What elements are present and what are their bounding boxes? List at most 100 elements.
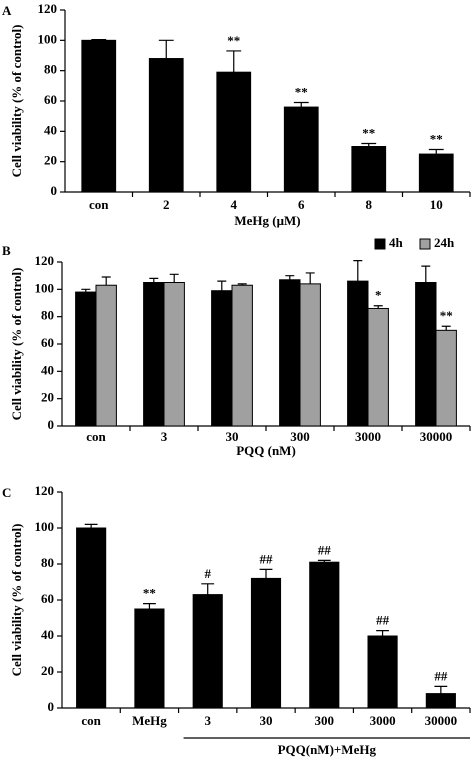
error-bar — [169, 273, 179, 283]
y-tick-label: 40 — [41, 627, 54, 642]
error-bar — [293, 101, 309, 108]
error-bar — [285, 275, 295, 280]
error-bar — [428, 148, 444, 155]
bar — [95, 284, 117, 427]
bar — [81, 39, 117, 193]
x-tick-label: con — [89, 197, 109, 212]
error-bar — [201, 583, 215, 595]
y-tick-label: 100 — [35, 280, 55, 295]
bar — [367, 307, 389, 427]
x-axis-label: PQQ (nM) — [236, 443, 296, 458]
x-tick-label: con — [86, 429, 106, 444]
error-bar — [361, 142, 377, 147]
bar — [415, 282, 437, 427]
x-tick-label: con — [81, 713, 101, 728]
y-tick-label: 100 — [35, 519, 55, 534]
bar — [347, 280, 369, 427]
error-bar — [305, 272, 315, 284]
x-tick-label: 6 — [298, 197, 305, 212]
y-axis-label: Cell viability (% of control) — [9, 25, 24, 178]
bar — [231, 284, 253, 427]
bar — [75, 291, 97, 427]
x-tick-label: 30000 — [420, 429, 453, 444]
panel-label: A — [2, 3, 12, 18]
bar — [192, 594, 223, 709]
y-tick-label: 20 — [41, 390, 54, 405]
y-tick-label: 80 — [44, 62, 57, 77]
x-tick-label: 10 — [430, 197, 443, 212]
y-tick-label: 20 — [41, 663, 54, 678]
bar — [309, 561, 340, 709]
y-axis-label: Cell viability (% of control) — [9, 524, 24, 677]
y-axis-label: Cell viability (% of control) — [9, 268, 24, 421]
bar — [216, 71, 252, 193]
x-tick-label: 30 — [260, 713, 273, 728]
legend-label: 4h — [389, 235, 404, 250]
significance-label: ** — [430, 132, 443, 147]
error-bar — [373, 305, 383, 309]
x-tick-label: MeHg — [132, 713, 167, 728]
error-bar — [81, 288, 91, 293]
y-tick-label: 0 — [48, 417, 55, 432]
significance-label: ## — [434, 668, 448, 683]
bar — [351, 146, 387, 193]
bar — [211, 290, 233, 427]
x-tick-label: 4 — [231, 197, 238, 212]
significance-label: ** — [440, 308, 453, 323]
significance-label: ## — [318, 542, 332, 557]
y-tick-label: 80 — [41, 308, 54, 323]
y-tick-label: 120 — [35, 253, 55, 268]
x-tick-label: 30 — [226, 429, 239, 444]
bar — [76, 527, 107, 709]
significance-label: ## — [260, 551, 274, 566]
bar — [134, 608, 165, 709]
x-tick-label: 8 — [366, 197, 373, 212]
error-bar — [259, 568, 273, 579]
bar — [299, 283, 321, 427]
error-bar — [149, 277, 159, 283]
bar — [367, 635, 398, 709]
error-bar — [317, 559, 331, 563]
error-bar — [434, 685, 448, 694]
significance-label: ** — [227, 33, 240, 48]
bar — [418, 153, 454, 193]
error-bar — [101, 276, 111, 286]
x-tick-label: 300 — [290, 429, 310, 444]
y-tick-label: 80 — [41, 555, 54, 570]
error-bar — [353, 260, 363, 282]
x-tick-label: 3000 — [370, 713, 396, 728]
x-tick-label: 3000 — [355, 429, 381, 444]
x-tick-label: 30000 — [425, 713, 458, 728]
error-bar — [91, 38, 107, 41]
error-bar — [143, 603, 156, 609]
error-bar — [217, 280, 227, 291]
significance-label: # — [204, 566, 211, 581]
legend-label: 24h — [434, 235, 455, 250]
significance-label: ** — [295, 85, 308, 100]
y-tick-label: 40 — [44, 122, 57, 137]
y-tick-label: 100 — [38, 31, 58, 46]
bar — [163, 282, 185, 427]
significance-label: * — [375, 288, 382, 303]
y-tick-label: 120 — [38, 1, 58, 16]
x-axis-label: PQQ(nM)+MeHg — [278, 742, 377, 757]
x-tick-label: 3 — [204, 713, 211, 728]
x-tick-label: 300 — [315, 713, 335, 728]
y-tick-label: 120 — [35, 483, 55, 498]
error-bar — [421, 265, 431, 283]
significance-label: ** — [362, 125, 375, 140]
bar — [425, 693, 456, 709]
bar — [250, 577, 282, 709]
error-bar — [84, 523, 98, 528]
y-tick-label: 0 — [48, 699, 55, 714]
y-tick-label: 60 — [41, 335, 54, 350]
x-tick-label: 2 — [163, 197, 170, 212]
error-bar — [237, 283, 247, 286]
y-tick-label: 60 — [41, 591, 54, 606]
y-tick-label: 60 — [44, 92, 57, 107]
error-bar — [158, 39, 174, 59]
bar — [283, 106, 319, 193]
y-tick-label: 40 — [41, 362, 54, 377]
x-tick-label: 3 — [161, 429, 168, 444]
